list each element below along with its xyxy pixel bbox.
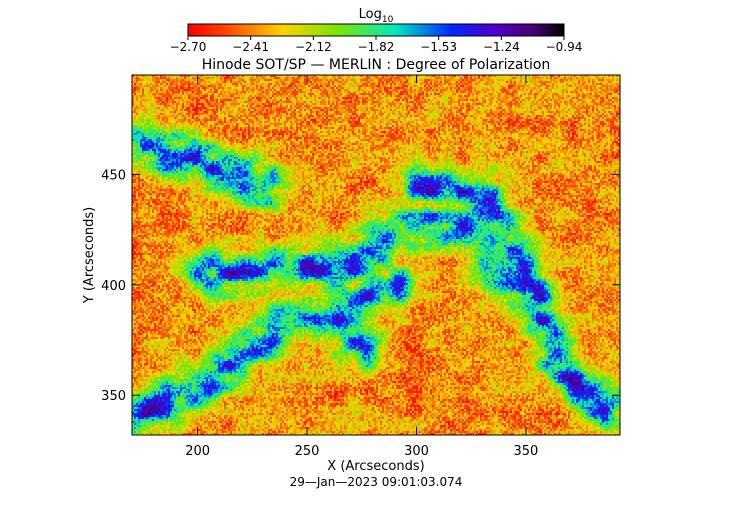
colorbar-tick-label: −2.41	[232, 40, 269, 54]
chart-title: Hinode SOT/SP — MERLIN : Degree of Polar…	[202, 57, 551, 73]
y-axis-label: Y (Arcseconds)	[82, 207, 97, 304]
colorbar-tick-label: −1.24	[483, 40, 520, 54]
x-tick-label: 300	[404, 444, 429, 459]
timestamp: 29—Jan—2023 09:01:03.074	[290, 475, 463, 489]
polarization-heatmap	[132, 75, 620, 435]
y-axis-ticks: 350 400 450	[101, 168, 620, 404]
x-axis-ticks: 200 250 300 350	[185, 75, 538, 459]
x-tick-label: 250	[295, 444, 320, 459]
y-tick-label: 400	[101, 279, 126, 294]
colorbar-tick-label: −1.53	[420, 40, 457, 54]
colorbar-label: Log10	[359, 7, 394, 25]
x-tick-label: 200	[185, 444, 210, 459]
plot-frame	[131, 74, 621, 436]
colorbar-tick-label: −1.82	[358, 40, 395, 54]
colorbar-ticks: −2.70 −2.41 −2.12 −1.82 −1.53 −1.24 −0.94	[170, 36, 583, 54]
x-axis-label: X (Arcseconds)	[327, 459, 424, 474]
y-tick-label: 450	[101, 168, 126, 183]
colorbar-tick-label: −2.70	[170, 40, 207, 54]
colorbar-tick-label: −0.94	[546, 40, 583, 54]
x-tick-label: 350	[513, 444, 538, 459]
y-tick-label: 350	[101, 389, 126, 404]
colorbar-frame	[187, 23, 565, 37]
colorbar-gradient	[188, 24, 564, 36]
colorbar-tick-label: −2.12	[295, 40, 332, 54]
